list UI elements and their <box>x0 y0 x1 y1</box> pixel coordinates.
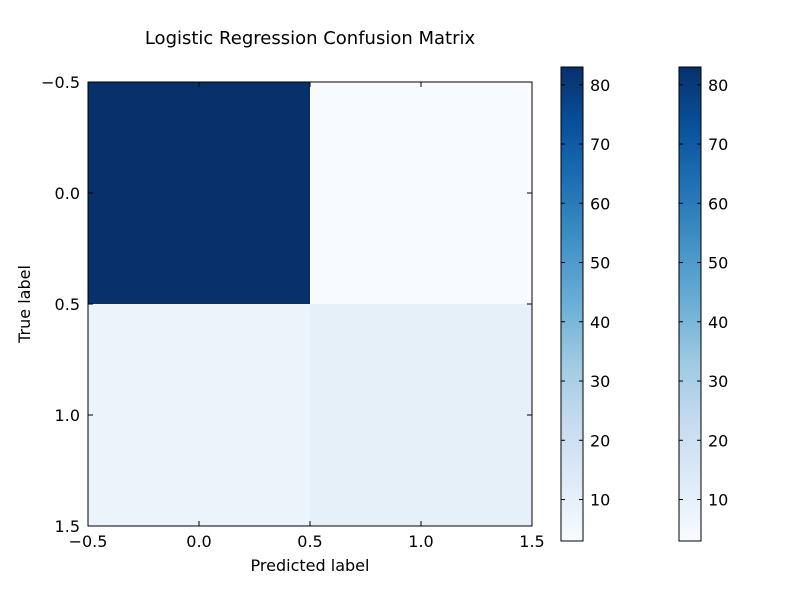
colorbars: 10 20 30 40 50 60 70 80 10 20 30 40 50 60 70 80 <box>560 66 728 542</box>
colorbar-tick-label: 30 <box>590 372 610 391</box>
x-tick-label: 1.5 <box>519 532 544 551</box>
colorbar-tick-label: 40 <box>590 313 610 332</box>
heatmap-cells <box>88 82 532 526</box>
x-tick-label: 0.0 <box>186 532 211 551</box>
colorbar-tick-label: 20 <box>590 431 610 450</box>
colorbar-tick-label: 20 <box>708 431 728 450</box>
y-tick-label: 1.5 <box>55 517 80 536</box>
colorbar-1 <box>560 66 584 542</box>
colorbar-tick-label: 30 <box>708 372 728 391</box>
colorbar-tick-label: 10 <box>590 491 610 510</box>
y-tick-label: 0.0 <box>55 184 80 203</box>
y-tick-label: −0.5 <box>41 73 80 92</box>
y-axis-label: True label <box>15 265 34 344</box>
x-tick-label: 0.5 <box>297 532 322 551</box>
x-tick-label: 1.0 <box>408 532 433 551</box>
matrix-cell-1-0 <box>88 304 310 526</box>
colorbar-tick-label: 70 <box>590 135 610 154</box>
matrix-cell-0-0 <box>88 82 310 304</box>
x-axis-label: Predicted label <box>251 556 370 575</box>
colorbar-2 <box>678 66 702 542</box>
y-tick-label: 1.0 <box>55 406 80 425</box>
matrix-cell-1-1 <box>310 304 532 526</box>
colorbar-tick-label: 80 <box>708 76 728 95</box>
colorbar-tick-label: 40 <box>708 313 728 332</box>
colorbar-tick-label: 60 <box>708 194 728 213</box>
colorbar-tick-label: 60 <box>590 194 610 213</box>
y-tick-label: 0.5 <box>55 295 80 314</box>
chart-title: Logistic Regression Confusion Matrix <box>145 28 476 49</box>
x-tick-label: −0.5 <box>69 532 108 551</box>
matrix-cell-0-1 <box>310 82 532 304</box>
plot-axes: −0.5 0.0 0.5 1.0 1.5−0.50.00.51.01.5 <box>41 73 545 551</box>
colorbar-tick-label: 80 <box>590 76 610 95</box>
colorbar-tick-label: 70 <box>708 135 728 154</box>
colorbar-tick-label: 50 <box>590 254 610 273</box>
colorbar-tick-label: 10 <box>708 491 728 510</box>
colorbar-tick-label: 50 <box>708 254 728 273</box>
